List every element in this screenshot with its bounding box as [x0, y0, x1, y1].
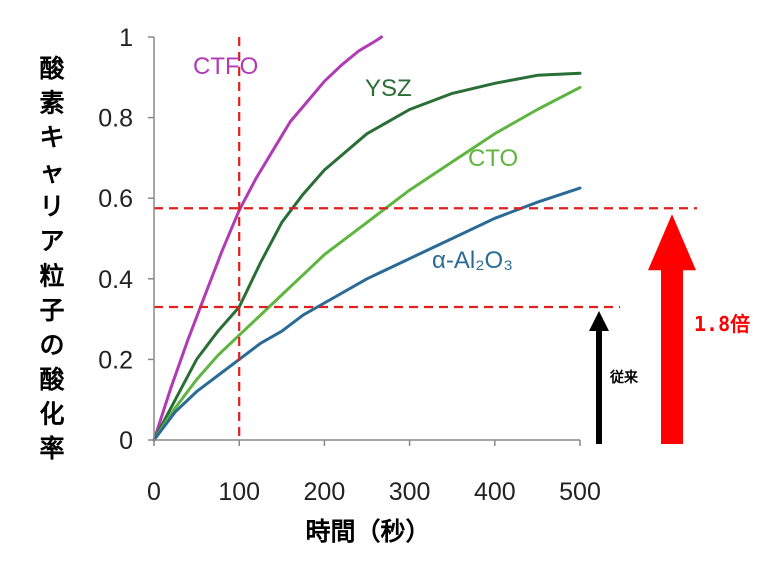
x-axis-title: 時間（秒）: [305, 517, 430, 546]
y-axis-title-char: 酸: [39, 365, 65, 394]
y-tick-label: 1: [119, 24, 133, 52]
series-label-1: YSZ: [365, 75, 412, 102]
y-tick-label: 0: [119, 427, 133, 455]
y-axis-title-char: ャ: [39, 158, 64, 187]
x-tick-label: 200: [304, 478, 346, 506]
y-tick-label: 0.4: [98, 266, 133, 294]
y-axis-title-char: リ: [39, 192, 64, 221]
series-label-2: CTO: [468, 145, 518, 172]
y-axis-title-char: ア: [39, 227, 64, 256]
series-label-0: CTFO: [193, 53, 258, 80]
y-axis-title-char: 酸: [39, 54, 65, 83]
y-tick-label: 0.2: [98, 346, 133, 374]
series-line-0: [152, 35, 383, 442]
x-tick-label: 500: [559, 478, 601, 506]
y-axis-title-char: キ: [39, 123, 64, 152]
improvement-arrow-head: [648, 214, 696, 271]
y-axis-title-char: 化: [39, 399, 64, 428]
y-axis-title-char: 子: [39, 296, 64, 325]
x-tick-label: 300: [389, 478, 431, 506]
improvement-label: 1.8倍: [694, 312, 750, 336]
y-tick-label: 0.6: [98, 185, 133, 213]
x-tick-label: 100: [218, 478, 260, 506]
improvement-arrow-shaft: [661, 266, 683, 444]
conventional-label: 従来: [609, 369, 639, 386]
y-axis-title-char: 率: [39, 434, 64, 463]
series-line-2: [152, 85, 582, 442]
y-axis-title-char: 素: [39, 89, 64, 118]
conventional-arrow-head: [589, 311, 609, 332]
series-line-1: [152, 71, 582, 442]
x-tick-label: 0: [147, 478, 161, 506]
series-line-3: [152, 186, 582, 442]
y-axis-title-char: の: [39, 330, 64, 359]
series-label-3: α-Al₂O₃: [432, 247, 513, 274]
y-axis-title-char: 粒: [39, 261, 64, 290]
y-tick-label: 0.8: [98, 105, 133, 133]
x-tick-label: 400: [474, 478, 516, 506]
